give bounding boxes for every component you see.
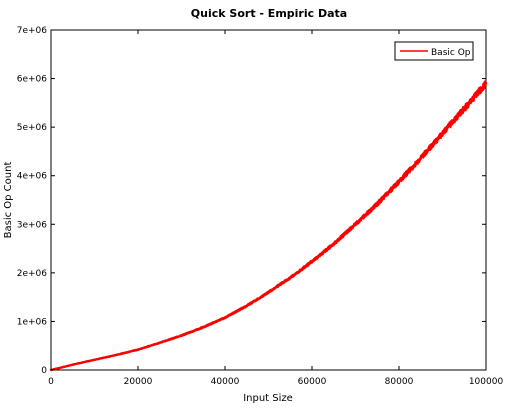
x-axis-label: Input Size: [243, 393, 293, 404]
data-point: [289, 276, 292, 279]
data-point: [441, 132, 444, 135]
y-tick-label: 5e+06: [17, 123, 48, 133]
x-tick-label: 60000: [298, 377, 327, 387]
data-point: [136, 348, 140, 351]
y-axis-label: Basic Op Count: [3, 162, 14, 239]
data-point: [158, 341, 161, 344]
data-point: [93, 358, 96, 361]
y-tick-label: 7e+06: [17, 26, 48, 36]
data-point: [223, 316, 227, 319]
data-point: [115, 353, 118, 357]
data-point: [484, 82, 488, 85]
data-point: [71, 363, 74, 366]
legend: Basic Op: [394, 41, 474, 61]
data-point: [376, 202, 379, 206]
plot-area: [50, 29, 487, 371]
series-layer: [49, 80, 488, 372]
data-point: [245, 304, 248, 308]
x-tick-label: 0: [48, 377, 54, 387]
data-point: [463, 107, 466, 110]
data-point: [419, 157, 422, 160]
y-tick-label: 2e+06: [17, 269, 48, 279]
y-tick-label: 0: [41, 366, 47, 376]
data-point: [267, 291, 270, 294]
y-tick-label: 6e+06: [17, 75, 48, 85]
data-point: [332, 242, 335, 245]
legend-box: [394, 41, 474, 61]
chart-title: Quick Sort - Empiric Data: [191, 7, 347, 20]
y-tick-label: 1e+06: [17, 317, 48, 327]
data-point: [354, 223, 357, 226]
data-point: [202, 326, 205, 329]
x-tick-label: 40000: [211, 377, 240, 387]
data-point: [310, 260, 314, 263]
x-tick-label: 20000: [124, 377, 153, 387]
data-point: [180, 334, 183, 337]
y-tick-label: 4e+06: [17, 172, 48, 182]
y-tick-label: 3e+06: [17, 220, 48, 230]
axis-ticks: 0 20000 40000 60000 80000 100000 0 1e+06 2e+06 3e…: [17, 26, 504, 387]
data-point: [397, 180, 401, 183]
legend-label-basic-op: Basic Op: [431, 48, 471, 58]
x-tick-label: 80000: [385, 377, 414, 387]
x-tick-label: 100000: [469, 377, 504, 387]
